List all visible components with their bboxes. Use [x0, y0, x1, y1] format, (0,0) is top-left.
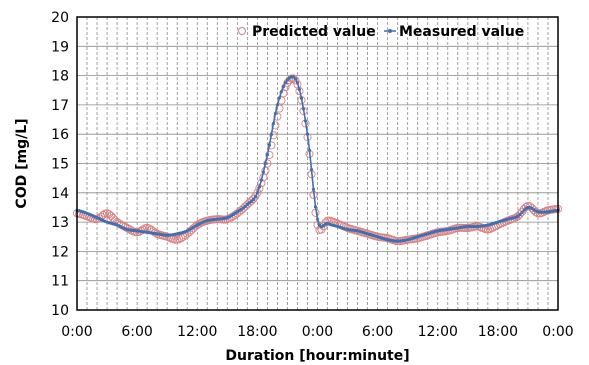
measured-point [311, 187, 316, 191]
measured-point [257, 185, 261, 189]
y-tick-label: 14 [51, 186, 69, 202]
x-tick-label: 18:00 [237, 324, 277, 340]
measured-point [309, 168, 314, 172]
legend-marker-predicted [238, 27, 246, 35]
predicted-point [247, 196, 256, 205]
measured-point [285, 78, 290, 82]
grid-lines [77, 17, 558, 310]
predicted-point [277, 96, 286, 105]
measured-point [295, 81, 300, 85]
predicted-point [249, 194, 258, 203]
measured-point [303, 119, 308, 123]
measured-point [520, 210, 524, 215]
measured-point [297, 87, 302, 92]
legend: Predicted value Measured value [238, 24, 524, 40]
y-tick-label: 18 [51, 69, 69, 85]
x-axis-label: Duration [hour:minute] [225, 348, 409, 364]
y-tick-label: 11 [51, 274, 69, 290]
y-tick-label: 15 [51, 157, 69, 173]
series-measured [75, 75, 560, 243]
y-tick-label: 20 [51, 10, 69, 26]
measured-point [261, 170, 265, 174]
measured-point [273, 111, 278, 116]
measured-point [251, 197, 255, 202]
predicted-point [191, 222, 200, 231]
predicted-point [99, 210, 108, 220]
predicted-point [321, 218, 330, 227]
x-tick-label: 0:00 [542, 324, 573, 340]
y-tick-label: 13 [51, 215, 69, 231]
predicted-point [253, 188, 262, 197]
measured-point [263, 161, 267, 166]
measured-point [269, 132, 274, 137]
x-tick-label: 0:00 [302, 324, 333, 340]
predicted-point [261, 166, 270, 175]
x-tick-label: 6:00 [362, 324, 393, 340]
y-tick-label: 12 [51, 244, 69, 260]
series-layer [72, 74, 563, 246]
measured-point [253, 195, 257, 199]
predicted-point [271, 121, 280, 130]
x-axis-ticks: 0:00 6:00 12:00 18:00 0:00 6:00 12:00 18:00 0:00 [61, 324, 573, 340]
x-tick-label: 18:00 [478, 324, 518, 340]
y-tick-label: 17 [51, 98, 69, 114]
measured-point [293, 77, 298, 81]
measured-point [283, 81, 288, 85]
predicted-point [517, 207, 526, 216]
measured-point [255, 191, 259, 195]
legend-label-predicted: Predicted value [252, 24, 376, 40]
predicted-point [515, 210, 524, 219]
x-tick-label: 12:00 [418, 324, 458, 340]
y-axis-label: COD [mg/L] [14, 118, 30, 208]
legend-item-measured: Measured value [384, 24, 524, 40]
measured-point [275, 103, 280, 107]
measured-point [305, 132, 310, 136]
measured-point [299, 96, 304, 100]
plot-frame [76, 16, 559, 311]
x-tick-label: 0:00 [61, 324, 92, 340]
measured-point [301, 107, 306, 111]
y-tick-label: 10 [51, 303, 69, 319]
measured-point [259, 178, 263, 182]
legend-label-measured: Measured value [399, 24, 524, 40]
predicted-point [269, 131, 278, 140]
predicted-point [273, 112, 282, 121]
measured-point [313, 205, 318, 209]
measured-point [307, 148, 312, 152]
predicted-point [513, 212, 522, 221]
y-tick-label: 16 [51, 127, 69, 143]
x-tick-label: 6:00 [121, 324, 152, 340]
measured-point [267, 143, 271, 147]
measured-point [281, 85, 286, 89]
legend-item-predicted: Predicted value [238, 24, 376, 40]
predicted-point [175, 235, 184, 244]
y-tick-label: 19 [51, 39, 69, 55]
predicted-point [267, 141, 276, 150]
measured-point [277, 96, 282, 100]
measured-point [518, 213, 522, 217]
measured-point [279, 90, 284, 94]
predicted-point [177, 234, 186, 243]
predicted-point [107, 211, 116, 220]
measured-point [315, 217, 320, 221]
legend-marker-measured [388, 29, 392, 33]
predicted-point [265, 150, 274, 160]
measured-point [265, 153, 269, 157]
measured-point [291, 75, 296, 79]
measured-point [271, 121, 276, 126]
predicted-point [171, 235, 180, 244]
predicted-point [109, 214, 118, 223]
predicted-point [279, 89, 288, 98]
predicted-point [291, 76, 300, 85]
y-axis-ticks: 10 11 12 13 14 15 16 17 18 19 20 [51, 10, 69, 319]
x-tick-label: 12:00 [177, 324, 217, 340]
